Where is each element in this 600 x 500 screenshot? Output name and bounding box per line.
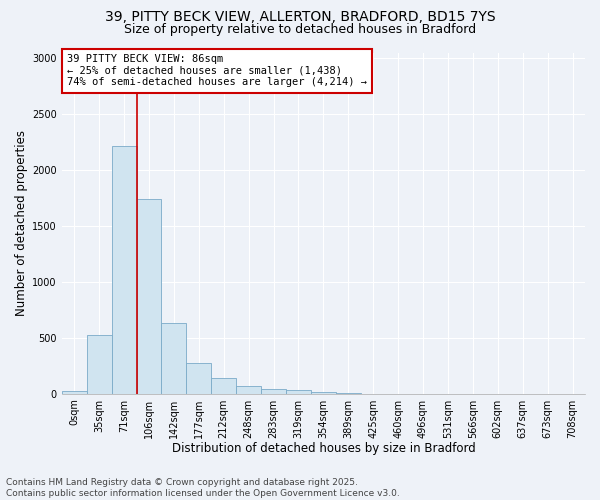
Y-axis label: Number of detached properties: Number of detached properties [15,130,28,316]
Bar [261,388,286,394]
Text: Contains HM Land Registry data © Crown copyright and database right 2025.
Contai: Contains HM Land Registry data © Crown c… [6,478,400,498]
Bar [311,392,336,394]
Bar [112,146,137,394]
Bar [161,323,187,394]
Bar [211,378,236,394]
Bar [286,390,311,394]
Text: Size of property relative to detached houses in Bradford: Size of property relative to detached ho… [124,22,476,36]
Bar [187,363,211,394]
Bar [336,393,361,394]
X-axis label: Distribution of detached houses by size in Bradford: Distribution of detached houses by size … [172,442,475,455]
Bar [86,336,112,394]
Text: 39 PITTY BECK VIEW: 86sqm
← 25% of detached houses are smaller (1,438)
74% of se: 39 PITTY BECK VIEW: 86sqm ← 25% of detac… [67,54,367,88]
Bar [137,199,161,394]
Bar [62,392,86,394]
Bar [236,386,261,394]
Text: 39, PITTY BECK VIEW, ALLERTON, BRADFORD, BD15 7YS: 39, PITTY BECK VIEW, ALLERTON, BRADFORD,… [104,10,496,24]
